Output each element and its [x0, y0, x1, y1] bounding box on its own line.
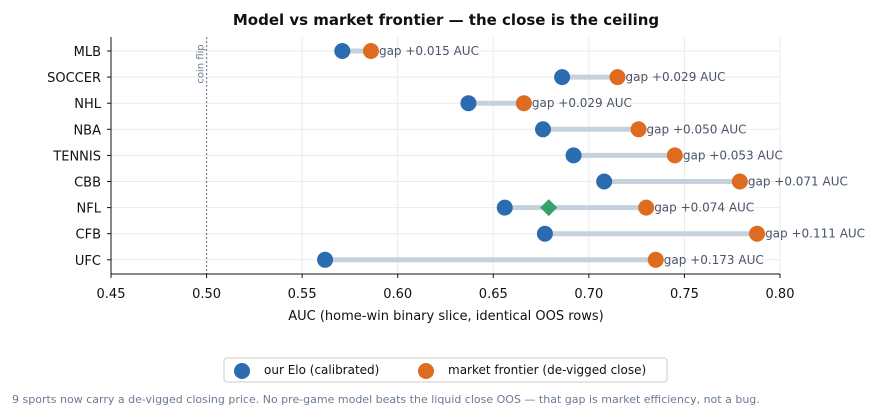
gap-label-cbb: gap +0.071 AUC: [748, 175, 848, 189]
points: [317, 43, 766, 268]
x-tick-label: 0.60: [383, 287, 412, 302]
legend-marker-market: [418, 363, 434, 379]
x-tick-label: 0.55: [288, 287, 317, 302]
elo-point-soccer: [554, 69, 571, 86]
market-point-tennis: [666, 147, 683, 164]
x-tick-labels: 0.45 0.50 0.55 0.60 0.65 0.70 0.75 0.80: [97, 274, 795, 302]
market-point-ufc: [647, 251, 664, 268]
elo-point-tennis: [565, 147, 582, 164]
y-tick-label-cfb: CFB: [76, 228, 101, 243]
elo-point-cfb: [536, 225, 553, 242]
market-point-cfb: [749, 225, 766, 242]
gap-labels: gap +0.015 AUC gap +0.029 AUC gap +0.029 A…: [379, 44, 865, 267]
gap-label-nhl: gap +0.029 AUC: [532, 96, 632, 110]
chart-title: Model vs market frontier — the close is …: [233, 11, 659, 29]
gap-label-cfb: gap +0.111 AUC: [765, 227, 865, 241]
market-point-cbb: [731, 173, 748, 190]
x-tick-label: 0.45: [97, 287, 126, 302]
x-tick-label: 0.65: [479, 287, 508, 302]
legend-label-market: market frontier (de-vigged close): [448, 363, 646, 377]
y-tick-label-mlb: MLB: [74, 45, 101, 60]
elo-point-nba: [534, 121, 551, 138]
y-tick-label-ufc: UFC: [75, 254, 101, 269]
market-point-nfl: [638, 199, 655, 216]
y-tick-label-cbb: CBB: [74, 176, 101, 191]
gap-label-ufc: gap +0.173 AUC: [664, 253, 764, 267]
market-point-mlb: [362, 43, 379, 59]
gap-label-mlb: gap +0.015 AUC: [379, 44, 479, 58]
x-tick-label: 0.70: [574, 287, 603, 302]
elo-point-nfl: [496, 199, 513, 216]
x-tick-label: 0.50: [192, 287, 221, 302]
market-point-nba: [630, 121, 647, 138]
reference-line: coin flip: [196, 37, 208, 274]
legend-marker-elo: [234, 363, 250, 379]
market-point-soccer: [609, 69, 626, 86]
gap-label-tennis: gap +0.053 AUC: [683, 148, 783, 162]
y-tick-label-nba: NBA: [73, 123, 101, 138]
gap-label-soccer: gap +0.029 AUC: [626, 70, 726, 84]
elo-point-cbb: [596, 173, 613, 190]
connectors: [322, 48, 760, 263]
y-tick-label-tennis: TENNIS: [52, 149, 101, 164]
x-tick-label: 0.75: [670, 287, 699, 302]
legend-box: [223, 357, 668, 383]
market-point-nhl: [515, 95, 532, 112]
y-tick-label-nfl: NFL: [77, 202, 102, 217]
reference-line-label: coin flip: [196, 44, 207, 83]
elo-point-ufc: [317, 251, 334, 268]
gap-label-nfl: gap +0.074 AUC: [654, 201, 754, 215]
legend: our Elo (calibrated) market frontier (de…: [223, 357, 668, 383]
extra-point-nfl: [540, 199, 558, 217]
x-tick-label: 0.80: [766, 287, 795, 302]
x-axis-label: AUC (home-win binary slice, identical OO…: [288, 309, 604, 324]
footnote: 9 sports now carry a de-vigged closing p…: [12, 393, 760, 406]
elo-point-mlb: [334, 43, 351, 59]
y-tick-labels: MLB SOCCER NHL NBA TENNIS CBB NFL CFB UFC: [47, 45, 111, 269]
gap-label-nba: gap +0.050 AUC: [647, 122, 747, 136]
elo-point-nhl: [460, 95, 477, 112]
y-tick-label-nhl: NHL: [74, 97, 102, 112]
y-tick-label-soccer: SOCCER: [47, 71, 101, 86]
legend-label-elo: our Elo (calibrated): [264, 363, 379, 377]
